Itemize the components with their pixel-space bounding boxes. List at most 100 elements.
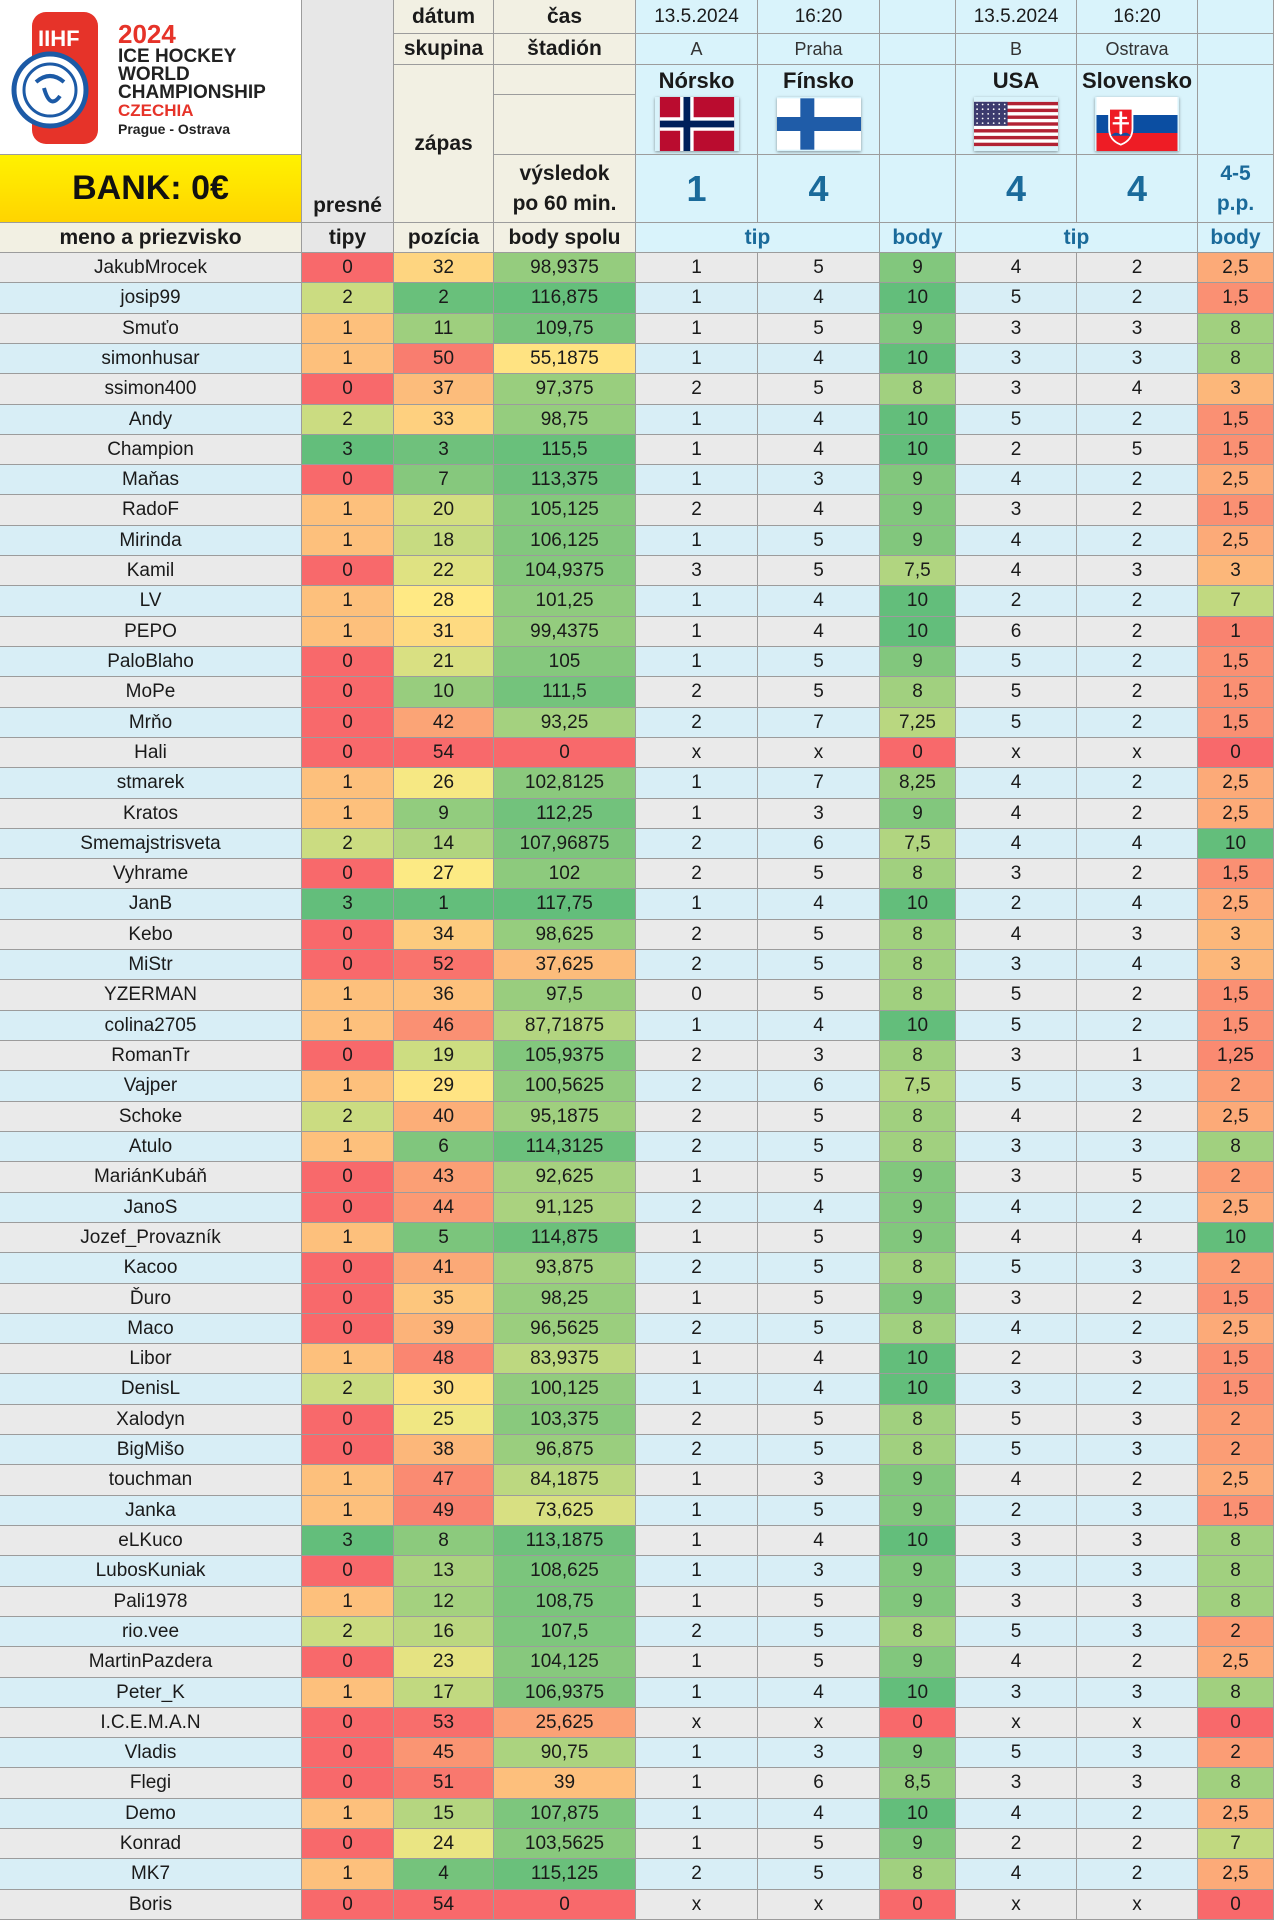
row-24-name: YZERMAN: [0, 980, 302, 1011]
row-15-body1: 7,25: [880, 708, 956, 738]
row-21-presne: 3: [302, 889, 394, 920]
row-21-tip2-home: 2: [956, 889, 1077, 920]
row-37-presne: 2: [302, 1374, 394, 1405]
row-9-body-spolu: 106,125: [494, 526, 636, 556]
stadion-label: štadión: [527, 37, 602, 60]
row-52-tip2-home: 2: [956, 1829, 1077, 1859]
row-33-name: Kacoo: [0, 1253, 302, 1284]
row-39-body2: 2: [1198, 1435, 1274, 1465]
row-28-pozicia: 40: [394, 1102, 494, 1132]
row-47-tip1-home: 1: [636, 1678, 758, 1708]
row-52-tip2-away: 2: [1077, 1829, 1198, 1859]
row-17-body-spolu: 102,8125: [494, 768, 636, 799]
row-46-presne: 0: [302, 1647, 394, 1678]
row-10-pozicia: 22: [394, 556, 494, 586]
row-28-presne: 2: [302, 1102, 394, 1132]
row-25-tip2-away: 2: [1077, 1011, 1198, 1041]
row-14-body2: 1,5: [1198, 677, 1274, 708]
row-10-name: Kamil: [0, 556, 302, 586]
row-28-tip2-away: 2: [1077, 1102, 1198, 1132]
row-10-tip1-home: 3: [636, 556, 758, 586]
row-12-tip1-away: 4: [758, 617, 880, 647]
row-1-presne: 2: [302, 283, 394, 314]
row-25-tip1-away: 4: [758, 1011, 880, 1041]
row-5-body1: 10: [880, 405, 956, 435]
row-27-tip1-home: 2: [636, 1071, 758, 1102]
row-1-body2: 1,5: [1198, 283, 1274, 314]
row-7-body1: 9: [880, 465, 956, 495]
row-49-body1: 9: [880, 1738, 956, 1768]
row-50-pozicia: 51: [394, 1768, 494, 1799]
row-31-presne: 0: [302, 1193, 394, 1223]
match-1-away-team: Slovensko: [1077, 65, 1198, 155]
skupina-label: skupina: [403, 37, 484, 60]
row-37-tip2-home: 3: [956, 1374, 1077, 1405]
row-42-tip2-away: 3: [1077, 1526, 1198, 1556]
logo-cities: Prague - Ostrava: [118, 121, 231, 137]
match-1-date: 13.5.2024: [956, 0, 1077, 34]
row-7-tip2-away: 2: [1077, 465, 1198, 495]
row-0-tip2-away: 2: [1077, 253, 1198, 283]
row-18-body2: 2,5: [1198, 799, 1274, 829]
row-34-tip2-home: 3: [956, 1284, 1077, 1314]
row-53-body2: 2,5: [1198, 1859, 1274, 1890]
row-20-presne: 0: [302, 859, 394, 889]
match-0-blank-top: [880, 0, 956, 34]
row-1-name: josip99: [0, 283, 302, 314]
row-43-tip1-home: 1: [636, 1556, 758, 1587]
row-48-body2: 0: [1198, 1708, 1274, 1738]
row-47-pozicia: 17: [394, 1678, 494, 1708]
flag-usa-icon: [974, 97, 1058, 151]
row-43-body1: 9: [880, 1556, 956, 1587]
row-2-presne: 1: [302, 314, 394, 344]
pozicia-label: pozícia: [407, 225, 480, 249]
row-14-tip2-home: 5: [956, 677, 1077, 708]
row-52-tip1-away: 5: [758, 1829, 880, 1859]
row-53-presne: 1: [302, 1859, 394, 1890]
row-8-presne: 1: [302, 495, 394, 526]
row-35-body-spolu: 96,5625: [494, 1314, 636, 1344]
row-46-tip1-home: 1: [636, 1647, 758, 1678]
row-16-body1: 0: [880, 738, 956, 768]
row-48-body1: 0: [880, 1708, 956, 1738]
row-16-pozicia: 54: [394, 738, 494, 768]
stadion-header: štadión: [494, 34, 636, 65]
row-13-presne: 0: [302, 647, 394, 677]
row-33-body2: 2: [1198, 1253, 1274, 1284]
row-25-pozicia: 46: [394, 1011, 494, 1041]
row-32-body-spolu: 114,875: [494, 1223, 636, 1253]
row-35-presne: 0: [302, 1314, 394, 1344]
row-36-tip2-away: 3: [1077, 1344, 1198, 1374]
row-11-body2: 7: [1198, 586, 1274, 617]
row-35-tip2-home: 4: [956, 1314, 1077, 1344]
row-5-tip2-away: 2: [1077, 405, 1198, 435]
row-27-name: Vajper: [0, 1071, 302, 1102]
row-31-name: JanoS: [0, 1193, 302, 1223]
row-26-tip2-away: 1: [1077, 1041, 1198, 1071]
row-36-tip1-home: 1: [636, 1344, 758, 1374]
row-34-pozicia: 35: [394, 1284, 494, 1314]
row-20-tip2-away: 2: [1077, 859, 1198, 889]
row-3-tip1-away: 4: [758, 344, 880, 374]
row-8-body2: 1,5: [1198, 495, 1274, 526]
blank-header: [494, 65, 636, 95]
match-1-home-score: 4: [956, 155, 1077, 223]
row-8-tip2-home: 3: [956, 495, 1077, 526]
row-33-tip2-home: 5: [956, 1253, 1077, 1284]
row-16-tip2-home: x: [956, 738, 1077, 768]
row-29-name: Atulo: [0, 1132, 302, 1162]
body-spolu-header: body spolu: [494, 223, 636, 253]
row-50-name: Flegi: [0, 1768, 302, 1799]
row-51-body2: 2,5: [1198, 1799, 1274, 1829]
row-20-pozicia: 27: [394, 859, 494, 889]
row-21-pozicia: 1: [394, 889, 494, 920]
row-6-tip2-away: 5: [1077, 435, 1198, 465]
row-34-name: Ďuro: [0, 1284, 302, 1314]
row-1-tip2-away: 2: [1077, 283, 1198, 314]
row-15-body2: 1,5: [1198, 708, 1274, 738]
row-1-body-spolu: 116,875: [494, 283, 636, 314]
row-50-tip1-home: 1: [636, 1768, 758, 1799]
row-2-body2: 8: [1198, 314, 1274, 344]
row-40-tip2-away: 2: [1077, 1465, 1198, 1496]
row-0-body1: 9: [880, 253, 956, 283]
